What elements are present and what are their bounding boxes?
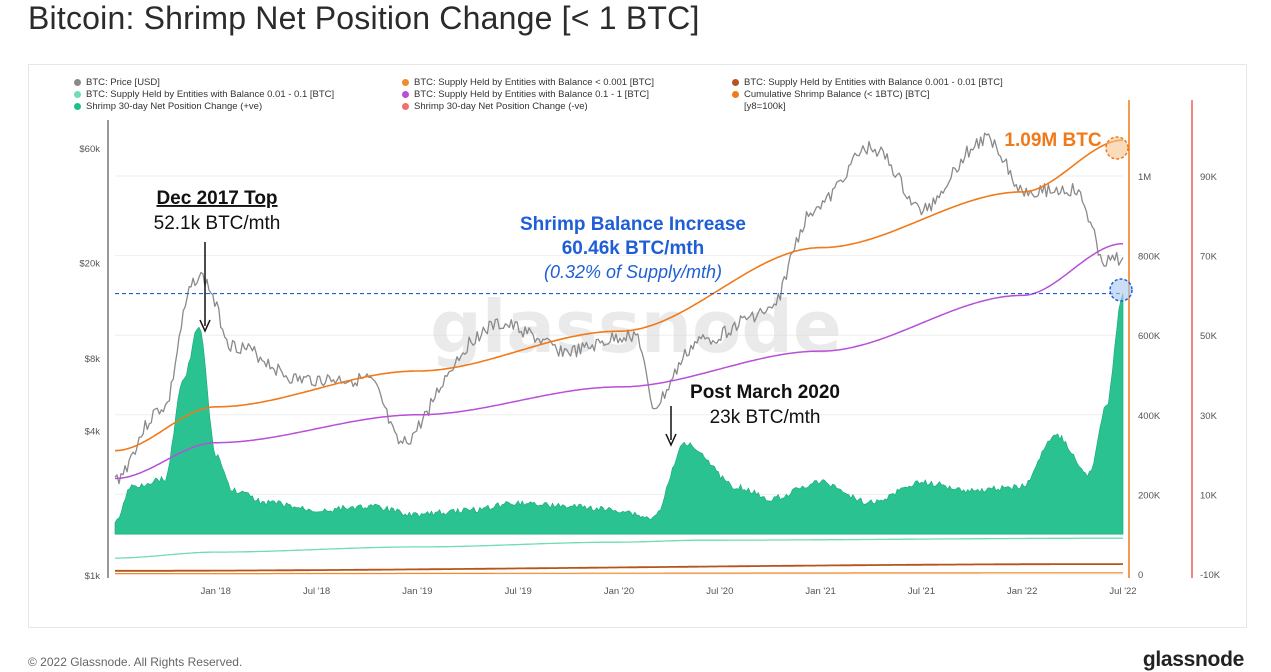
legend-label: BTC: Supply Held by Entities with Balanc… [744, 77, 1003, 88]
legend-label: BTC: Price [USD] [86, 77, 160, 88]
legend-item-lt0001[interactable]: BTC: Supply Held by Entities with Balanc… [402, 77, 654, 88]
shrimp-title: Shrimp Balance Increase [520, 214, 746, 235]
legend-label: BTC: Supply Held by Entities with Balanc… [86, 89, 335, 100]
legend-dot-icon [402, 91, 409, 98]
y-mid-tick-label: 400K [1138, 411, 1161, 422]
supply-001-01-line [115, 537, 1123, 559]
peak-marker-icon [1105, 136, 1129, 160]
y-right-tick-label: 90K [1200, 172, 1218, 183]
legend-label: Cumulative Shrimp Balance (< 1BTC) [BTC] [744, 89, 930, 100]
series-lines [114, 132, 1124, 575]
legend-item-cumulative[interactable]: Cumulative Shrimp Balance (< 1BTC) [BTC] [732, 89, 930, 100]
legend-dot-icon [402, 79, 409, 86]
legend-item-001-01[interactable]: BTC: Supply Held by Entities with Balanc… [74, 89, 334, 100]
annotations: Dec 2017 Top 52.1k BTC/mth Shrimp Balanc… [154, 130, 1133, 447]
current-marker-icon [1109, 278, 1133, 302]
legend-item-scale-note: [y8=100k] [744, 101, 785, 112]
y-right-tick-label: 50K [1200, 331, 1218, 342]
x-tick-label: Jan '18 [201, 586, 231, 597]
y-mid-tick-label: 0 [1138, 570, 1143, 581]
legend-label: Shrimp 30-day Net Position Change (-ve) [414, 101, 588, 112]
price-line [114, 132, 1124, 485]
chart-title: Bitcoin: Shrimp Net Position Change [< 1… [28, 0, 700, 36]
cumulative-shrimp-line [115, 139, 1123, 452]
y-left-tick-label: $4k [85, 426, 101, 437]
legend-label: BTC: Supply Held by Entities with Balanc… [414, 89, 649, 100]
x-tick-label: Jan '19 [402, 586, 432, 597]
y-left-tick-label: $60k [79, 144, 100, 155]
legend-item-01-1[interactable]: BTC: Supply Held by Entities with Balanc… [402, 89, 649, 100]
legend-dot-icon [74, 91, 81, 98]
peak-label: 1.09M BTC [1004, 130, 1101, 151]
dec2017-title: Dec 2017 Top [156, 188, 277, 209]
y-right-tick-label: 70K [1200, 252, 1218, 263]
y-left-tick-label: $20k [79, 259, 100, 270]
y-right-tick-label: 10K [1200, 490, 1218, 501]
x-tick-label: Jul '20 [706, 586, 733, 597]
supply-lt0001-line [115, 572, 1123, 575]
legend-dot-icon [732, 79, 739, 86]
y-mid-tick-label: 1M [1138, 172, 1151, 183]
legend-dot-icon [732, 91, 739, 98]
dec2017-arrow-icon [199, 319, 211, 333]
y-right-tick-label: -10K [1200, 570, 1221, 581]
supply-01-1-line [114, 242, 1123, 480]
supply-0001-001-line [115, 563, 1124, 572]
legend-label: Shrimp 30-day Net Position Change (+ve) [86, 101, 263, 112]
legend-dot-icon [74, 79, 81, 86]
legend-dot-icon [402, 103, 409, 110]
net-position-area [114, 293, 1124, 535]
legend-item-neg[interactable]: Shrimp 30-day Net Position Change (-ve) [402, 101, 588, 112]
x-tick-label: Jul '19 [505, 586, 532, 597]
shrimp-pct: (0.32% of Supply/mth) [544, 262, 722, 282]
y-mid-tick-label: 200K [1138, 490, 1161, 501]
y-mid-tick-label: 800K [1138, 252, 1161, 263]
x-tick-label: Jul '18 [303, 586, 330, 597]
legend-label: BTC: Supply Held by Entities with Balanc… [414, 77, 654, 88]
y-mid-tick-label: 600K [1138, 331, 1161, 342]
x-tick-label: Jul '22 [1109, 586, 1136, 597]
net-position-area-fill [114, 293, 1124, 535]
copyright: © 2022 Glassnode. All Rights Reserved. [28, 655, 243, 669]
legend-item-price[interactable]: BTC: Price [USD] [74, 77, 160, 88]
y-right-tick-label: 30K [1200, 411, 1218, 422]
axes: $60k $20k $8k $4k $1k 1M 800K 600K 400K 200K 0 90K 7… [79, 100, 1221, 597]
x-tick-label: Jan '22 [1007, 586, 1037, 597]
shrimp-value: 60.46k BTC/mth [562, 238, 705, 259]
legend-item-0001-001[interactable]: BTC: Supply Held by Entities with Balanc… [732, 77, 1003, 88]
legend-item-pos[interactable]: Shrimp 30-day Net Position Change (+ve) [74, 101, 262, 112]
x-tick-label: Jan '21 [805, 586, 835, 597]
legend-dot-icon [74, 103, 81, 110]
x-tick-label: Jul '21 [908, 586, 935, 597]
post-title: Post March 2020 [690, 382, 840, 403]
legend-label: [y8=100k] [744, 101, 786, 112]
brand-logo: glassnode [1142, 648, 1244, 671]
y-left-tick-label: $8k [85, 354, 101, 365]
x-tick-label: Jan '20 [604, 586, 634, 597]
y-left-tick-label: $1k [85, 571, 101, 582]
dec2017-value: 52.1k BTC/mth [154, 213, 281, 234]
post-arrow-icon [665, 433, 677, 447]
post-value: 23k BTC/mth [710, 407, 821, 428]
